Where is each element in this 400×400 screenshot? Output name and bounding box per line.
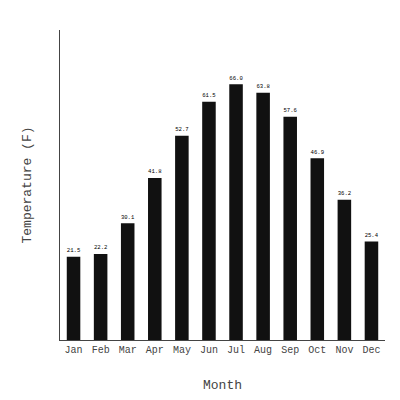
svg-text:21.5: 21.5: [67, 247, 81, 254]
svg-text:Nov: Nov: [335, 345, 353, 356]
svg-text:52.7: 52.7: [175, 126, 189, 133]
svg-text:22.2: 22.2: [94, 244, 108, 251]
svg-text:Jan: Jan: [65, 345, 83, 356]
svg-text:Temperature (F): Temperature (F): [20, 126, 35, 243]
svg-text:57.6: 57.6: [283, 107, 297, 114]
svg-text:63.8: 63.8: [256, 83, 270, 90]
svg-text:41.8: 41.8: [148, 168, 162, 175]
svg-text:46.9: 46.9: [311, 149, 325, 156]
svg-text:Oct: Oct: [308, 345, 326, 356]
svg-text:May: May: [173, 345, 191, 356]
svg-text:66.0: 66.0: [229, 75, 243, 82]
svg-text:Sep: Sep: [281, 345, 299, 356]
svg-text:30.1: 30.1: [121, 214, 135, 221]
svg-text:Feb: Feb: [92, 345, 110, 356]
svg-text:61.5: 61.5: [202, 92, 216, 99]
svg-text:Mar: Mar: [119, 345, 137, 356]
svg-text:Jul: Jul: [227, 345, 245, 356]
svg-text:36.2: 36.2: [338, 190, 352, 197]
svg-text:Dec: Dec: [362, 345, 380, 356]
svg-text:25.4: 25.4: [365, 232, 379, 239]
svg-text:Apr: Apr: [146, 345, 164, 356]
svg-text:Month: Month: [203, 378, 242, 393]
svg-text:Jun: Jun: [200, 345, 218, 356]
svg-text:Aug: Aug: [254, 345, 272, 356]
